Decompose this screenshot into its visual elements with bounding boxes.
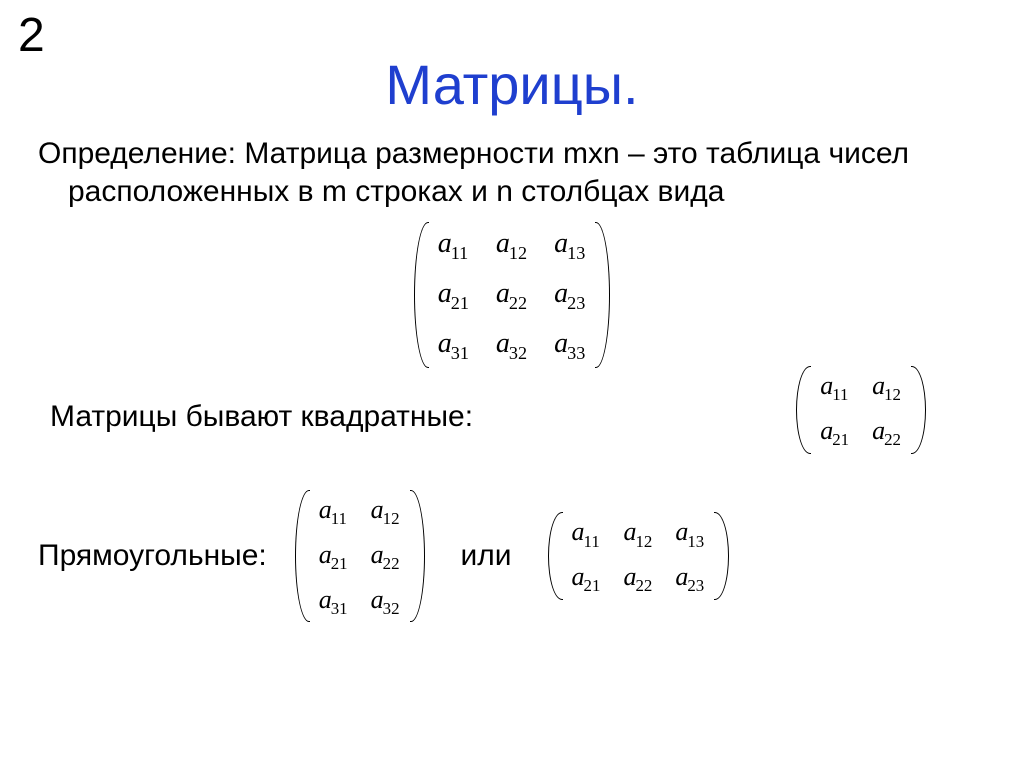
matrix-cell: a11 bbox=[572, 514, 602, 553]
matrix-cell: a31 bbox=[438, 324, 470, 366]
matrix-cell: a22 bbox=[496, 274, 528, 316]
matrix-cell: a12 bbox=[872, 368, 902, 407]
matrix-cell: a32 bbox=[371, 582, 401, 621]
matrix-cell: a22 bbox=[872, 413, 902, 452]
matrix-cell: a21 bbox=[319, 537, 349, 576]
matrix-cell: a11 bbox=[319, 492, 349, 531]
matrix-2x2: a11 a12 a21 a22 bbox=[796, 362, 926, 458]
matrix-3x3: a11 a12 a13 a21 a22 a23 a31 a32 a33 bbox=[414, 218, 611, 372]
matrix-cell: a11 bbox=[438, 224, 470, 266]
matrix-2x3: a11 a12 a13 a21 a22 a23 bbox=[548, 508, 730, 604]
matrix-cell: a32 bbox=[496, 324, 528, 366]
matrix-cell: a21 bbox=[572, 559, 602, 598]
matrix-cell: a12 bbox=[371, 492, 401, 531]
label-square: Матрицы бывают квадратные: bbox=[38, 398, 473, 436]
page-title: Матрицы. bbox=[0, 0, 1024, 117]
label-rectangular: Прямоугольные: bbox=[38, 537, 267, 575]
matrix-cell: a33 bbox=[554, 324, 586, 366]
label-or: или bbox=[453, 537, 520, 575]
slide-number: 2 bbox=[18, 8, 45, 63]
matrix-cell: a12 bbox=[623, 514, 653, 553]
matrix-cell: a23 bbox=[675, 559, 705, 598]
definition-text: Определение: Матрица размерности mxn – э… bbox=[38, 135, 986, 210]
matrix-cell: a11 bbox=[820, 368, 850, 407]
matrix-cell: a31 bbox=[319, 582, 349, 621]
matrix-cell: a21 bbox=[438, 274, 470, 316]
matrix-cell: a13 bbox=[675, 514, 705, 553]
matrix-cell: a23 bbox=[554, 274, 586, 316]
matrix-cell: a22 bbox=[371, 537, 401, 576]
matrix-3x2: a11 a12 a21 a22 a31 a32 bbox=[295, 486, 425, 627]
matrix-cell: a12 bbox=[496, 224, 528, 266]
matrix-cell: a22 bbox=[623, 559, 653, 598]
matrix-cell: a13 bbox=[554, 224, 586, 266]
matrix-cell: a21 bbox=[820, 413, 850, 452]
